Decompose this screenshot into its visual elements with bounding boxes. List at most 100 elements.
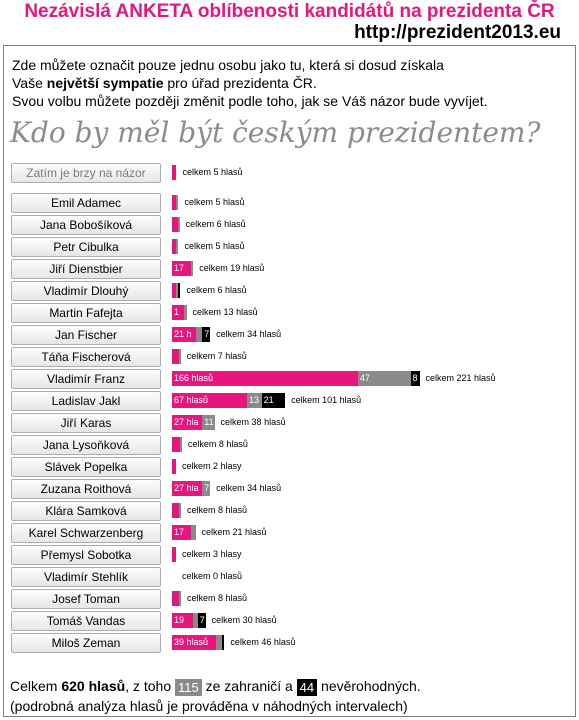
candidate-button[interactable]: Jana Bobošíková <box>11 215 161 235</box>
foreign-votes-badge: 115 <box>175 678 202 696</box>
invalid-votes-segment: 7 <box>202 327 211 342</box>
summary-line: Celkem 620 hlasů, z toho 115 ze zahranič… <box>10 676 570 696</box>
foreign-votes-segment <box>178 503 181 518</box>
vote-total-label: celkem 6 hlasů <box>186 285 247 295</box>
vote-total-label: celkem 38 hlasů <box>220 417 286 427</box>
foreign-votes-segment <box>193 613 198 628</box>
invalid-votes-badge: 44 <box>296 678 318 696</box>
candidate-button[interactable]: Slávek Popelka <box>11 457 161 477</box>
vote-total-label: celkem 2 hlasy <box>182 461 242 471</box>
vote-total-label: celkem 30 hlasů <box>211 615 277 625</box>
foreign-votes-segment: 47 <box>357 371 411 386</box>
valid-votes-segment: 17 <box>172 261 192 276</box>
candidate-button[interactable]: Vladimír Stehlík <box>11 567 161 587</box>
vote-total-label: celkem 8 hlasů <box>186 505 247 515</box>
foreign-votes-segment <box>176 195 179 210</box>
vote-total-label: celkem 3 hlasy <box>182 549 242 559</box>
valid-votes-segment <box>172 217 178 232</box>
candidate-button[interactable]: Jiří Karas <box>11 413 161 433</box>
candidate-button[interactable]: Klára Samková <box>11 501 161 521</box>
valid-votes-segment <box>172 503 179 518</box>
summary-text: Celkem <box>10 678 62 694</box>
valid-votes-segment: 21 h <box>172 327 196 342</box>
vote-total-label: celkem 21 hlasů <box>201 527 267 537</box>
instruction-emphasis: největší sympatie <box>46 75 164 91</box>
valid-votes-segment <box>172 437 180 452</box>
invalid-votes-segment: 21 <box>261 393 286 408</box>
foreign-votes-segment <box>176 239 179 254</box>
invalid-votes-segment <box>178 283 181 298</box>
candidate-button[interactable]: Jana Lysoňková <box>11 435 161 455</box>
invalid-votes-segment <box>222 635 225 650</box>
invalid-votes-segment: 8 <box>410 371 420 386</box>
candidate-button[interactable]: Jan Fischer <box>11 325 161 345</box>
vote-total-label: celkem 5 hlasů <box>182 167 243 177</box>
instruction-line-1: Zde můžete označit pouze jednu osobu jak… <box>12 57 444 73</box>
candidate-button[interactable]: Jiří Dienstbier <box>11 259 161 279</box>
valid-votes-segment: 39 hlasů <box>172 635 216 650</box>
instruction-text: Vaše <box>12 75 47 91</box>
valid-votes-segment: 19 <box>172 613 194 628</box>
vote-total-label: celkem 34 hlasů <box>216 329 282 339</box>
candidate-button[interactable]: Emil Adamec <box>11 193 161 213</box>
invalid-votes-segment: 7 <box>197 613 206 628</box>
valid-votes-segment <box>172 591 179 606</box>
valid-votes-segment: 166 hlasů <box>172 371 358 386</box>
total-votes: 620 hlasů <box>61 678 126 694</box>
foreign-votes-segment <box>178 349 181 364</box>
candidate-button[interactable]: Zuzana Roithová <box>11 479 161 499</box>
no-opinion-button[interactable]: Zatím je brzy na názor <box>11 163 161 183</box>
vote-total-label: celkem 19 hlasů <box>199 263 265 273</box>
candidate-button[interactable]: Josef Toman <box>11 589 161 609</box>
foreign-votes-segment <box>195 327 203 342</box>
candidate-button[interactable]: Petr Cibulka <box>11 237 161 257</box>
valid-votes-segment: 67 hlasů <box>172 393 248 408</box>
site-url[interactable]: http://prezident2013.eu <box>354 22 561 43</box>
poll-question: Kdo by měl být českým prezidentem? <box>10 116 541 149</box>
vote-total-label: celkem 0 hlasů <box>182 571 243 581</box>
vote-total-label: celkem 46 hlasů <box>230 637 296 647</box>
poll-panel: Zde můžete označit pouze jednu osobu jak… <box>3 45 576 717</box>
candidate-button[interactable]: Tomáš Vandas <box>11 611 161 631</box>
candidate-button[interactable]: Táňa Fischerová <box>11 347 161 367</box>
valid-votes-segment <box>172 239 177 254</box>
vote-summary: Celkem 620 hlasů, z toho 115 ze zahranič… <box>10 676 570 716</box>
candidate-button[interactable]: Karel Schwarzenberg <box>11 523 161 543</box>
foreign-votes-segment <box>191 261 194 276</box>
vote-total-label: celkem 13 hlasů <box>192 307 258 317</box>
foreign-votes-segment: 7 <box>202 481 211 496</box>
foreign-votes-segment <box>176 283 179 298</box>
valid-votes-segment: 1 <box>172 305 185 320</box>
header: Nezávislá ANKETA oblíbenosti kandidátů n… <box>0 0 579 44</box>
foreign-votes-segment <box>179 437 182 452</box>
valid-votes-segment: 27 hla <box>172 481 203 496</box>
candidate-button[interactable]: Přemysl Sobotka <box>11 545 161 565</box>
candidate-button[interactable]: Martin Fafejta <box>11 303 161 323</box>
summary-text: , z toho <box>125 678 175 694</box>
candidate-button[interactable]: Miloš Zeman <box>11 633 161 653</box>
foreign-votes-segment <box>215 635 223 650</box>
summary-text: nevěrohodných. <box>317 678 421 694</box>
page-title: Nezávislá ANKETA oblíbenosti kandidátů n… <box>24 1 555 22</box>
valid-votes-segment: 17 <box>172 525 192 540</box>
vote-total-label: celkem 34 hlasů <box>216 483 282 493</box>
instruction-line-3: Svou volbu můžete později změnit podle t… <box>12 93 488 109</box>
foreign-votes-segment <box>178 591 181 606</box>
candidate-button[interactable]: Vladimír Franz <box>11 369 161 389</box>
vote-total-label: celkem 221 hlasů <box>425 373 496 383</box>
vote-total-label: celkem 5 hlasů <box>184 197 245 207</box>
valid-votes-segment <box>172 165 177 180</box>
candidate-button[interactable]: Vladimír Dlouhý <box>11 281 161 301</box>
instruction-line-2: Vaše největší sympatie pro úřad preziden… <box>12 74 572 92</box>
instruction-text: pro úřad prezidenta ČR. <box>163 75 317 91</box>
summary-note: (podrobná analýza hlasů je prováděna v n… <box>10 698 408 714</box>
valid-votes-segment: 27 hla <box>172 415 203 430</box>
valid-votes-segment <box>172 459 176 474</box>
vote-total-label: celkem 8 hlasů <box>186 593 247 603</box>
valid-votes-segment <box>172 283 177 298</box>
vote-total-label: celkem 5 hlasů <box>184 241 245 251</box>
foreign-votes-segment <box>177 217 180 232</box>
vote-total-label: celkem 6 hlasů <box>185 219 246 229</box>
candidate-button[interactable]: Ladislav Jakl <box>11 391 161 411</box>
summary-text: ze zahraničí a <box>201 678 297 694</box>
